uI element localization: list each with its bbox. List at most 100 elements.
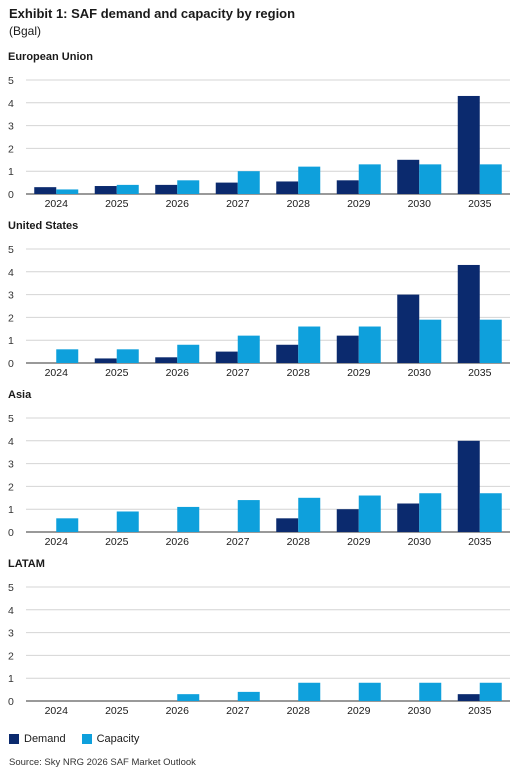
x-tick-label: 2030 [408,705,432,717]
x-tick-label: 2026 [166,367,190,379]
y-tick-label: 2 [8,312,14,324]
y-tick-label: 0 [8,696,14,708]
bar-demand [397,503,420,532]
x-tick-label: 2030 [408,367,432,379]
x-tick-label: 2029 [347,705,371,717]
unit-label: (Bgal) [9,24,42,38]
x-tick-label: 2025 [105,536,129,548]
bar-demand [397,294,420,363]
y-tick-label: 4 [8,605,14,617]
y-tick-label: 3 [8,628,14,640]
chart-title: Exhibit 1: SAF demand and capacity by re… [9,6,296,21]
y-tick-label: 5 [8,75,14,87]
bar-capacity [298,497,321,532]
y-tick-label: 3 [8,459,14,471]
x-tick-label: 2024 [45,536,69,548]
x-tick-label: 2024 [45,367,69,379]
y-tick-label: 5 [8,582,14,594]
x-tick-label: 2029 [347,536,371,548]
panel-title-european-union: European Union [8,51,93,63]
y-tick-label: 3 [8,121,14,133]
x-tick-label: 2028 [287,536,311,548]
bar-demand [336,335,359,363]
bar-capacity [419,682,442,701]
bar-capacity [237,171,260,194]
bar-demand [34,187,57,194]
bar-demand [155,357,178,363]
x-tick-label: 2027 [226,367,250,379]
x-tick-label: 2024 [45,705,69,717]
x-tick-label: 2025 [105,705,129,717]
y-tick-label: 0 [8,189,14,201]
bar-capacity [358,326,381,363]
bar-capacity [358,495,381,532]
y-tick-label: 0 [8,527,14,539]
legend-label-capacity: Capacity [96,733,140,745]
bar-capacity [479,493,502,532]
x-tick-label: 2035 [468,536,492,548]
x-tick-label: 2025 [105,198,129,210]
x-tick-label: 2030 [408,198,432,210]
y-tick-label: 1 [8,504,14,516]
panel-title-latam: LATAM [8,558,45,570]
bar-capacity [298,682,321,701]
x-tick-label: 2035 [468,367,492,379]
bar-demand [94,358,117,363]
bar-capacity [419,164,442,194]
y-tick-label: 4 [8,436,14,448]
y-tick-label: 1 [8,673,14,685]
bar-capacity [479,319,502,363]
legend-label-demand: Demand [24,733,66,745]
bar-capacity [419,493,442,532]
bar-demand [457,95,480,194]
y-tick-label: 4 [8,267,14,279]
bar-capacity [298,166,321,194]
y-tick-label: 5 [8,244,14,256]
y-tick-label: 4 [8,98,14,110]
bar-demand [336,180,359,194]
x-tick-label: 2028 [287,705,311,717]
bar-capacity [237,691,260,701]
bar-demand [457,264,480,363]
bar-capacity [177,344,200,363]
x-tick-label: 2027 [226,705,250,717]
bar-demand [155,184,178,194]
y-tick-label: 5 [8,413,14,425]
legend: Demand Capacity [9,733,155,745]
bar-capacity [56,518,79,532]
x-tick-label: 2028 [287,367,311,379]
x-tick-label: 2027 [226,536,250,548]
y-tick-label: 2 [8,143,14,155]
legend-swatch-demand [9,734,19,744]
bar-demand [276,181,299,194]
x-tick-label: 2025 [105,367,129,379]
bar-capacity [116,511,139,532]
bar-demand [276,344,299,363]
y-tick-label: 1 [8,335,14,347]
y-tick-label: 2 [8,481,14,493]
bar-capacity [177,694,200,701]
panel-title-united-states: United States [8,220,78,232]
panel-title-asia: Asia [8,389,32,401]
bar-capacity [177,506,200,532]
bar-demand [276,518,299,532]
y-tick-label: 0 [8,358,14,370]
bar-capacity [479,682,502,701]
bar-capacity [298,326,321,363]
source-note: Source: Sky NRG 2026 SAF Market Outlook [9,757,196,768]
y-tick-label: 1 [8,166,14,178]
bar-capacity [479,164,502,194]
bar-capacity [116,184,139,194]
legend-item-demand: Demand [9,733,66,745]
legend-swatch-capacity [81,734,92,744]
bar-demand [457,694,480,701]
x-tick-label: 2035 [468,198,492,210]
x-tick-label: 2029 [347,367,371,379]
x-tick-label: 2028 [287,198,311,210]
bar-capacity [116,349,139,363]
bar-capacity [358,682,381,701]
bar-capacity [177,180,200,194]
bar-capacity [56,349,79,363]
x-tick-label: 2026 [166,198,190,210]
